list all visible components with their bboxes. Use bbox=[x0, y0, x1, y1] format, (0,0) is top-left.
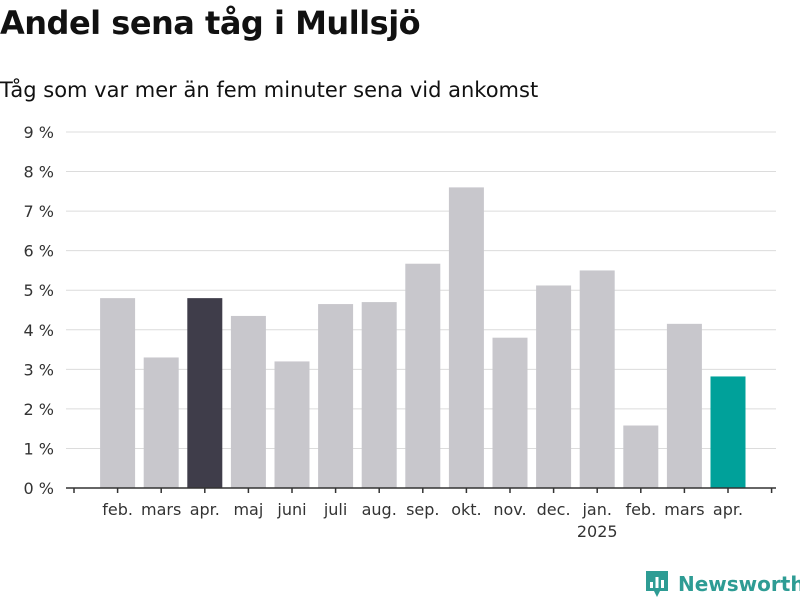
y-axis-tick-labels: 0 % 1 % 2 % 3 % 4 % 5 % 6 % 7 % 8 % 9 % bbox=[24, 123, 54, 498]
bar bbox=[187, 298, 223, 488]
x-tick-label: jan. bbox=[581, 500, 611, 519]
x-tick-label: apr. bbox=[713, 500, 743, 519]
x-tick-label: okt. bbox=[451, 500, 481, 519]
x-year-label: 2025 bbox=[577, 522, 618, 541]
brand-logo[interactable]: Newsworthy bbox=[644, 568, 800, 600]
y-tick-label: 3 % bbox=[24, 360, 54, 379]
brand-name: Newsworthy bbox=[678, 572, 800, 596]
y-tick-label: 5 % bbox=[24, 281, 54, 300]
x-tick-label: juli bbox=[323, 500, 347, 519]
newsworthy-logo-icon bbox=[646, 571, 668, 597]
x-tick-label: mars bbox=[141, 500, 181, 519]
bar bbox=[536, 285, 572, 488]
x-tick-label: dec. bbox=[537, 500, 571, 519]
y-tick-label: 4 % bbox=[24, 321, 54, 340]
y-tick-label: 7 % bbox=[24, 202, 54, 221]
y-tick-label: 8 % bbox=[24, 163, 54, 182]
x-tick-label: feb. bbox=[625, 500, 656, 519]
y-tick-label: 0 % bbox=[24, 479, 54, 498]
bar bbox=[143, 357, 179, 488]
x-tick-label: maj bbox=[233, 500, 263, 519]
bars bbox=[100, 187, 746, 488]
y-tick-label: 2 % bbox=[24, 400, 54, 419]
bar bbox=[579, 270, 615, 488]
bar bbox=[623, 425, 659, 488]
bar bbox=[710, 376, 746, 488]
bar bbox=[405, 263, 441, 488]
bar bbox=[100, 298, 136, 488]
bar bbox=[230, 315, 266, 488]
x-tick-label: nov. bbox=[493, 500, 526, 519]
x-tick-label: mars bbox=[664, 500, 704, 519]
bar bbox=[666, 323, 702, 488]
bar bbox=[492, 337, 528, 488]
y-tick-label: 9 % bbox=[24, 123, 54, 142]
x-tick-label: sep. bbox=[406, 500, 439, 519]
y-tick-label: 1 % bbox=[24, 439, 54, 458]
y-tick-label: 6 % bbox=[24, 242, 54, 261]
bar bbox=[361, 302, 397, 488]
x-tick-label: juni bbox=[276, 500, 306, 519]
bar bbox=[318, 304, 354, 488]
x-tick-label: aug. bbox=[362, 500, 397, 519]
bar bbox=[274, 361, 310, 488]
x-tick-label: apr. bbox=[190, 500, 220, 519]
chart-subtitle: Tåg som var mer än fem minuter sena vid … bbox=[0, 78, 539, 102]
x-tick-label: feb. bbox=[102, 500, 133, 519]
x-axis-tick-labels: feb. mars apr. maj juni juli aug. sep. okt. nov. d… bbox=[102, 500, 743, 541]
x-axis-ticks bbox=[73, 488, 773, 493]
page-title: Andel sena tåg i Mullsjö bbox=[0, 4, 421, 42]
bar bbox=[448, 187, 484, 488]
